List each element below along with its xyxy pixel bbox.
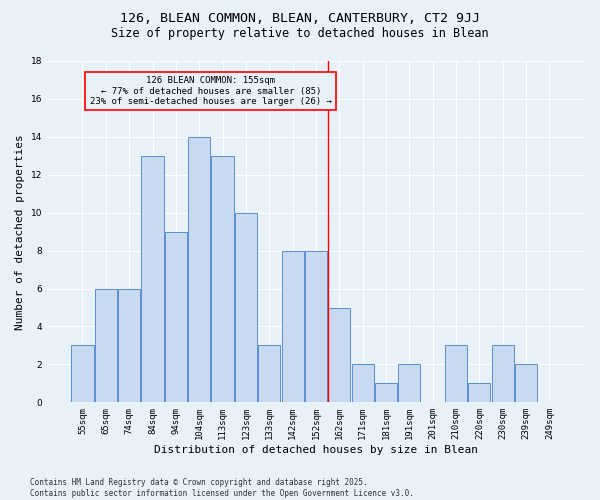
Text: Size of property relative to detached houses in Blean: Size of property relative to detached ho… [111, 28, 489, 40]
Bar [375, 384, 397, 402]
Bar [188, 137, 211, 402]
Bar [118, 288, 140, 403]
Bar [235, 212, 257, 402]
Bar [352, 364, 374, 403]
Bar [445, 346, 467, 403]
Bar [469, 384, 490, 402]
Bar [398, 364, 421, 403]
Text: Contains HM Land Registry data © Crown copyright and database right 2025.
Contai: Contains HM Land Registry data © Crown c… [30, 478, 414, 498]
Bar [165, 232, 187, 402]
Bar [281, 250, 304, 402]
Bar [211, 156, 233, 402]
Bar [328, 308, 350, 402]
Text: 126 BLEAN COMMON: 155sqm
← 77% of detached houses are smaller (85)
23% of semi-d: 126 BLEAN COMMON: 155sqm ← 77% of detach… [90, 76, 332, 106]
Bar [491, 346, 514, 403]
Bar [71, 346, 94, 403]
Bar [305, 250, 327, 402]
X-axis label: Distribution of detached houses by size in Blean: Distribution of detached houses by size … [154, 445, 478, 455]
Y-axis label: Number of detached properties: Number of detached properties [15, 134, 25, 330]
Bar [95, 288, 117, 403]
Bar [515, 364, 537, 403]
Text: 126, BLEAN COMMON, BLEAN, CANTERBURY, CT2 9JJ: 126, BLEAN COMMON, BLEAN, CANTERBURY, CT… [120, 12, 480, 26]
Bar [142, 156, 164, 402]
Bar [258, 346, 280, 403]
